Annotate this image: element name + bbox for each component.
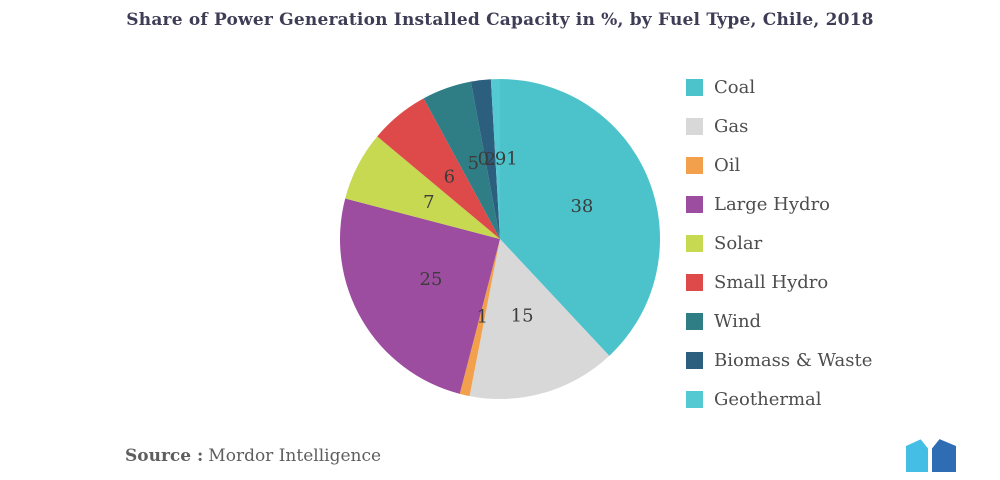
legend-swatch [686, 312, 703, 330]
legend-label: Coal [714, 76, 756, 98]
legend-label: Solar [714, 232, 763, 254]
pie-label-geothermal: 0.91 [478, 149, 518, 170]
legend-item-geothermal: Geothermal [686, 388, 872, 410]
source-note: Source : Mordor Intelligence [125, 446, 381, 466]
source-label: Source : [125, 446, 204, 466]
pie-slice-solar [345, 136, 500, 239]
pie-label-gas: 15 [511, 305, 534, 326]
legend-swatch [686, 390, 703, 408]
pie-chart: 38 15 1 25 765 20.91 [340, 79, 661, 400]
pie-label-large-hydro: 25 [420, 269, 443, 290]
legend-label: Gas [714, 115, 749, 137]
legend-swatch [686, 78, 703, 96]
pie-slice-oil [459, 239, 500, 397]
mordor-logo-left-shape [906, 436, 928, 472]
legend-swatch [686, 117, 703, 135]
legend-item-biomass-waste: Biomass & Waste [686, 349, 872, 371]
legend-item-gas: Gas [686, 115, 872, 137]
legend-item-small-hydro: Small Hydro [686, 271, 872, 293]
legend-swatch [686, 351, 703, 369]
legend-item-oil: Oil [686, 154, 872, 176]
pie-label-solar: 7 [423, 192, 434, 213]
pie-label-small-hydro: 6 [444, 167, 455, 188]
legend-item-solar: Solar [686, 232, 872, 254]
legend-label: Large Hydro [714, 193, 831, 215]
mordor-logo [906, 436, 956, 472]
mordor-logo-notch [918, 436, 942, 451]
pie-slice-geothermal [490, 79, 500, 239]
pie-slice-small-hydro [377, 98, 500, 239]
legend-label: Small Hydro [714, 271, 829, 293]
legend-item-coal: Coal [686, 76, 872, 98]
legend: Coal Gas Oil Large Hydro Solar Small Hydro Win… [686, 76, 872, 410]
legend-swatch [686, 273, 703, 291]
pie-slice-coal [500, 79, 661, 356]
pie-slice-biomass-waste [470, 79, 500, 239]
legend-swatch [686, 195, 703, 213]
legend-label: Biomass & Waste [714, 349, 873, 371]
legend-item-wind: Wind [686, 310, 872, 332]
pie-slice-wind [423, 81, 500, 239]
legend-label: Wind [714, 310, 762, 332]
mordor-logo-right-shape [932, 436, 956, 472]
legend-swatch [686, 156, 703, 174]
pie-label-oil: 1 [477, 307, 488, 328]
legend-item-large-hydro: Large Hydro [686, 193, 872, 215]
pie-label-biomass-waste: 2 [485, 149, 496, 170]
pie-label-coal: 38 [570, 196, 593, 217]
legend-swatch [686, 234, 703, 252]
pie-slice-large-hydro [340, 198, 500, 394]
pie-slice-gas [469, 239, 610, 400]
chart-title: Share of Power Generation Installed Capa… [126, 10, 874, 30]
legend-label: Geothermal [714, 388, 822, 410]
pie-label-wind: 5 [468, 153, 479, 174]
source-text: Mordor Intelligence [208, 446, 382, 466]
legend-label: Oil [714, 154, 741, 176]
